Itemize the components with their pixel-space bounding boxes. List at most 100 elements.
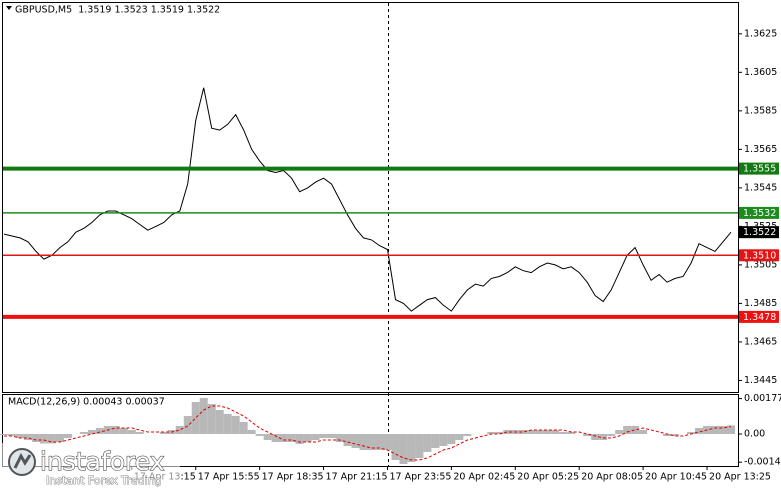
macd-bar — [567, 432, 576, 434]
x-tick-label: 20 Apr 02:45 — [453, 472, 515, 483]
x-tick-label: 20 Apr 08:05 — [581, 472, 643, 483]
macd-bar — [127, 430, 136, 434]
x-tick-label: 17 Apr 15:55 — [198, 472, 260, 483]
macd-bar — [407, 434, 416, 462]
macd-bar — [415, 434, 424, 458]
macd-bar — [0, 434, 8, 435]
macd-bar — [215, 410, 224, 434]
macd-bar — [31, 434, 40, 442]
chart-title: GBPUSD,M5 1.3519 1.3523 1.3519 1.3522 — [15, 5, 220, 16]
y-tick-label: 1.3465 — [744, 336, 777, 347]
macd-bar — [39, 434, 48, 444]
y-tick-label: 1.3585 — [744, 105, 777, 116]
macd-bar — [487, 432, 496, 434]
macd-bar — [303, 434, 312, 442]
last-price-box — [739, 226, 779, 239]
macd-bar — [47, 434, 56, 444]
macd-bar — [399, 434, 408, 464]
macd-bar — [55, 434, 64, 442]
last-price-label: 1.3522 — [743, 227, 776, 238]
macd-bar — [279, 434, 288, 442]
macd-bar — [287, 434, 296, 442]
macd-bar — [599, 434, 608, 440]
macd-bar — [231, 416, 240, 434]
macd-bar — [247, 430, 256, 434]
macd-bar — [23, 434, 32, 440]
level-label-box — [739, 310, 779, 323]
macd-bar — [663, 434, 672, 436]
macd-bar — [687, 432, 696, 434]
macd-bar — [199, 398, 208, 434]
macd-bar — [311, 434, 320, 440]
macd-bar — [87, 430, 96, 434]
macd-bar — [207, 404, 216, 434]
macd-bar — [175, 426, 184, 434]
macd-bar — [543, 430, 552, 434]
watermark-brand: instaforex — [40, 447, 165, 476]
macd-bar — [343, 434, 352, 446]
y-tick-label: 1.3505 — [744, 259, 777, 270]
macd-bar — [439, 434, 448, 446]
macd-bar — [423, 434, 432, 452]
level-label: 1.3510 — [743, 250, 776, 261]
macd-bar — [671, 434, 680, 436]
level-label: 1.3555 — [743, 164, 776, 175]
macd-bar — [375, 434, 384, 450]
x-tick-label: 17 Apr 18:35 — [262, 472, 324, 483]
signal-line — [4, 405, 732, 461]
level-label-box — [739, 206, 779, 219]
macd-bar — [255, 434, 264, 436]
y-tick-label: 1.3565 — [744, 144, 777, 155]
macd-bar — [367, 434, 376, 450]
macd-bar — [463, 434, 472, 436]
macd-bar — [79, 432, 88, 434]
y-tick-label: 1.3485 — [744, 298, 777, 309]
macd-bar — [351, 434, 360, 448]
macd-bar — [191, 402, 200, 434]
y-tick-label: 0.00177 — [744, 393, 781, 404]
macd-bar — [239, 422, 248, 434]
macd-bar — [519, 430, 528, 434]
macd-bar — [503, 430, 512, 434]
macd-bar — [383, 434, 392, 450]
macd-bar — [455, 434, 464, 440]
macd-bar — [631, 426, 640, 434]
macd-bar — [719, 426, 728, 434]
watermark-icon — [8, 448, 36, 476]
macd-bar — [727, 425, 735, 434]
macd-bar — [95, 428, 104, 434]
macd-panel-frame — [2, 394, 739, 467]
macd-bar — [63, 434, 72, 438]
macd-bar — [295, 434, 304, 444]
macd-bar — [447, 434, 456, 444]
x-tick-label: 20 Apr 10:45 — [645, 472, 707, 483]
y-tick-label: 1.3445 — [744, 375, 777, 386]
macd-bar — [591, 434, 600, 440]
watermark-tagline: Instant Forex Trading — [46, 474, 162, 487]
y-tick-label: 1.3545 — [744, 182, 777, 193]
macd-bar — [535, 430, 544, 434]
macd-bar — [623, 426, 632, 434]
macd-bar — [391, 434, 400, 460]
macd-bar — [223, 414, 232, 434]
macd-bar — [527, 430, 536, 434]
level-label-box — [739, 162, 779, 175]
macd-bar — [15, 434, 24, 438]
macd-bar — [183, 416, 192, 434]
x-tick-label: 17 Apr 21:15 — [326, 472, 388, 483]
macd-bar — [695, 428, 704, 434]
macd-bar — [119, 428, 128, 434]
level-label: 1.3532 — [743, 208, 776, 219]
x-tick-label: 20 Apr 13:25 — [709, 472, 771, 483]
level-label-box — [739, 249, 779, 262]
macd-bar — [431, 434, 440, 448]
macd-bar — [7, 434, 16, 436]
macd-bar — [111, 426, 120, 434]
macd-bar — [583, 434, 592, 436]
y-tick-label: -0.00141 — [744, 457, 781, 468]
watermark-icon-mark — [13, 452, 32, 469]
macd-title: MACD(12,26,9) 0.00043 0.00037 — [8, 397, 165, 408]
